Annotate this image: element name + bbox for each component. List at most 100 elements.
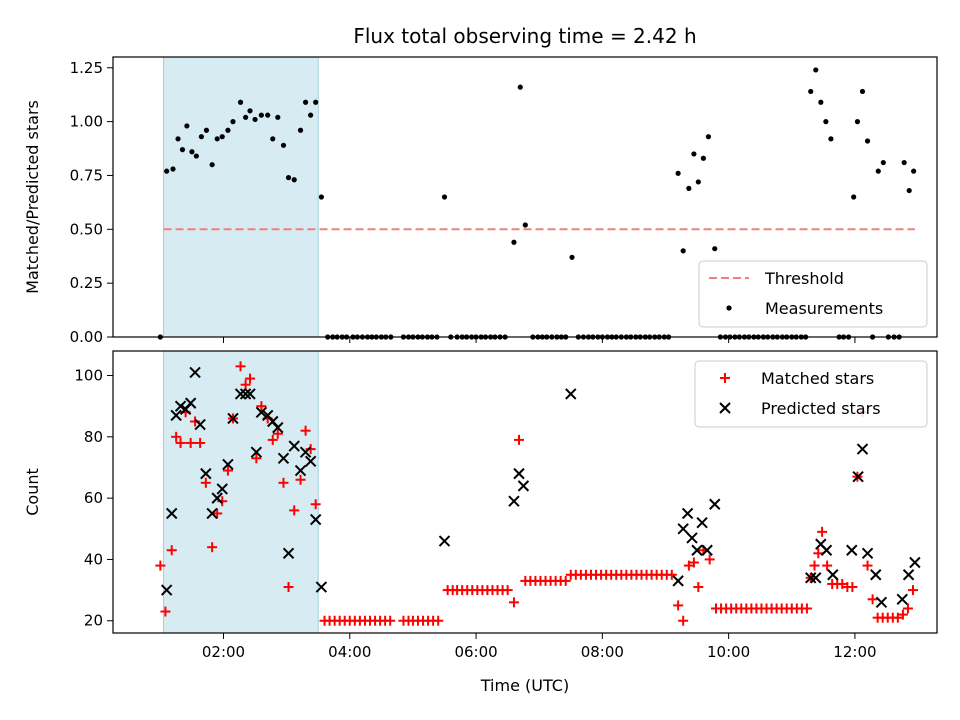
predicted-point-b (709, 498, 721, 510)
top-ytick-label: 0.75 (70, 166, 103, 184)
bottom-panel: 20 40 60 80 100 02:00 04:00 06:00 08:00 10:00 12:0… (23, 350, 938, 695)
matched-point (195, 437, 206, 448)
predicted-point-b (846, 544, 858, 556)
matched-point (862, 560, 873, 571)
predicted-point (820, 544, 833, 556)
measurement-point (203, 127, 210, 133)
matched-point (897, 609, 908, 620)
predicted-point-b (691, 544, 703, 556)
predicted-point-b (508, 495, 520, 507)
predicted-point-b (211, 492, 223, 504)
matched-point (902, 603, 913, 614)
matched-point (666, 569, 677, 580)
measurement-point (675, 170, 681, 176)
measurement-point (854, 119, 861, 125)
measurement-point (214, 136, 220, 142)
measurement-point (318, 194, 324, 200)
predicted-point (160, 584, 173, 596)
predicted-point (896, 593, 908, 605)
matched-point (222, 465, 233, 476)
measurement-point (813, 67, 819, 73)
predicted-point-b (861, 547, 874, 560)
measurement-point (242, 114, 249, 120)
measurement-point (198, 134, 204, 140)
measurement-point (864, 138, 871, 144)
matched-point (847, 582, 858, 593)
chart-title: Flux total observing time = 2.42 h (353, 24, 696, 48)
predicted-point (856, 443, 869, 455)
predicted-point-b (681, 507, 694, 520)
top-ytick-label: 1.00 (70, 113, 103, 131)
predicted-point-b (250, 446, 263, 458)
predicted-point-b (206, 507, 218, 520)
legend-label: Measurements (765, 299, 883, 318)
top-ytick-label: 1.25 (70, 59, 103, 77)
bottom-ytick-label: 60 (84, 489, 103, 507)
predicted-point-b (870, 569, 882, 581)
matched-point (908, 585, 919, 596)
predicted-point-b (255, 406, 268, 419)
measurement-point (297, 127, 304, 133)
measurement-point (851, 194, 857, 200)
predicted-point (216, 483, 228, 495)
predicted-point-b (184, 397, 197, 409)
predicted-point-b (315, 581, 328, 593)
measurement-point (686, 185, 692, 191)
predicted-point-b (304, 455, 317, 468)
predicted-point-b (261, 409, 274, 422)
predicted-point (299, 446, 312, 458)
matched-point (185, 437, 196, 448)
predicted-point (852, 470, 864, 483)
predicted-point-b (299, 446, 312, 458)
matched-point (560, 575, 571, 586)
measurement-point (265, 112, 271, 118)
matched-point (166, 545, 177, 556)
predicted-point-b (239, 388, 252, 400)
measurement-point (700, 155, 706, 161)
matched-point (267, 434, 278, 445)
matched-point (801, 603, 812, 614)
matched-point (295, 474, 306, 485)
matched-point (175, 437, 186, 448)
measurement-point (164, 168, 170, 174)
predicted-point-b (677, 523, 689, 535)
xtick-label: 02:00 (202, 643, 245, 661)
measurement-point (219, 134, 225, 140)
predicted-point-b (852, 470, 864, 483)
predicted-point-b (160, 584, 173, 596)
matched-point (207, 542, 218, 553)
bottom-ytick-label: 100 (74, 367, 103, 385)
predicted-point-b (244, 388, 256, 400)
predicted-point (309, 513, 322, 526)
predicted-point (438, 535, 451, 547)
measurement-point (285, 175, 292, 181)
bottom-series-predicted-stars (160, 366, 921, 609)
measurement-point (275, 114, 281, 120)
legend-box (694, 360, 928, 428)
measurement-point (209, 162, 215, 168)
legend-matched-swatch (720, 373, 730, 383)
predicted-point-b (805, 572, 817, 584)
predicted-point-b (896, 593, 908, 605)
matched-point (817, 526, 828, 537)
xtick-label: 12:00 (833, 643, 876, 661)
predicted-point (672, 575, 684, 587)
matched-point (245, 373, 256, 384)
matched-point (673, 600, 684, 611)
matched-point (813, 548, 824, 559)
top-ytick-label: 0.25 (70, 274, 103, 292)
predicted-point-b (277, 452, 290, 464)
bottom-ytick-label: 40 (84, 550, 103, 568)
predicted-point (909, 556, 921, 569)
bottom-ytick-label: 80 (84, 428, 103, 446)
matched-point (310, 499, 321, 510)
matched-point (200, 477, 211, 488)
matched-point (508, 597, 519, 608)
measurement-point (823, 119, 829, 125)
measurement-point (818, 99, 824, 105)
measurement-point (828, 136, 834, 142)
predicted-point-b (856, 443, 869, 455)
predicted-point-b (309, 513, 322, 526)
predicted-point-b (272, 421, 284, 434)
predicted-point-b (909, 556, 921, 569)
